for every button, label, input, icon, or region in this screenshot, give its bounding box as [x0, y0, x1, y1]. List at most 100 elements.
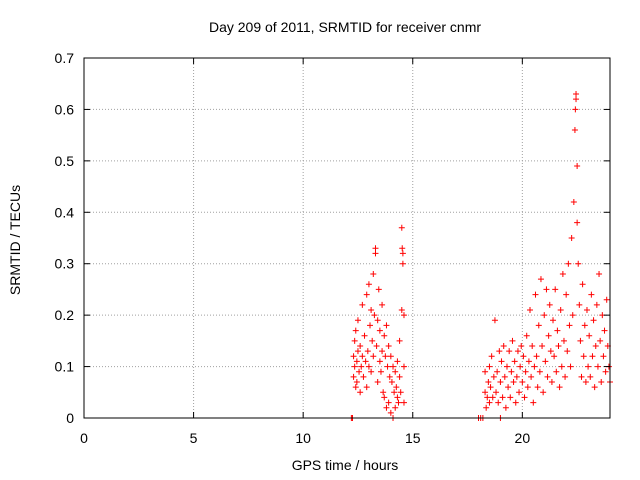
- data-point-marker: [374, 379, 381, 385]
- x-tick-label: 0: [80, 430, 88, 446]
- data-point-marker: [382, 353, 389, 360]
- data-point-marker: [503, 363, 510, 370]
- data-point-marker: [582, 379, 589, 385]
- data-point-marker: [400, 363, 407, 370]
- data-point-marker: [570, 199, 577, 205]
- x-tick-label: 5: [190, 430, 198, 446]
- tick-labels: 0 5 10 15 20 0 0.1 0.2 0.3 0.4 0.5 0.6 0.7: [55, 50, 531, 446]
- data-point-marker: [523, 332, 530, 339]
- y-tick-label: 0.3: [55, 256, 75, 272]
- data-point-marker: [603, 296, 610, 303]
- data-point-marker: [532, 291, 539, 298]
- data-point-marker: [521, 394, 528, 401]
- x-tick-label: 15: [405, 430, 421, 446]
- data-point-marker: [587, 373, 594, 380]
- data-point-marker: [390, 363, 397, 370]
- data-point-marker: [497, 379, 504, 385]
- data-point-marker: [486, 363, 493, 370]
- data-point-marker: [586, 332, 593, 339]
- data-point-marker: [352, 327, 359, 334]
- data-point-marker: [588, 291, 595, 298]
- data-point-marker: [565, 260, 572, 267]
- data-point-marker: [547, 348, 554, 355]
- data-point-marker: [484, 394, 491, 401]
- data-point-marker: [358, 363, 365, 370]
- data-point-marker: [550, 317, 557, 324]
- data-point-marker: [487, 384, 494, 391]
- data-point-marker: [572, 106, 579, 113]
- data-point-marker: [365, 363, 372, 370]
- data-point-marker: [575, 260, 582, 267]
- data-point-marker: [372, 250, 379, 257]
- data-point-marker: [379, 301, 386, 308]
- data-point-marker: [380, 389, 387, 396]
- data-point-marker: [543, 286, 550, 293]
- data-point-marker: [592, 343, 599, 349]
- data-point-marker: [502, 404, 509, 411]
- data-point-marker: [488, 353, 495, 360]
- data-point-marker: [562, 373, 569, 380]
- y-tick-label: 0.1: [55, 359, 75, 375]
- data-point-marker: [540, 389, 547, 396]
- data-point-marker: [483, 404, 490, 411]
- data-point-marker: [508, 368, 515, 375]
- data-point-marker: [546, 301, 553, 308]
- data-point-marker: [351, 337, 358, 344]
- data-point-marker: [400, 399, 407, 406]
- data-point-marker: [534, 384, 541, 391]
- data-point-marker: [379, 348, 386, 355]
- data-point-marker: [354, 348, 361, 355]
- data-point-marker: [563, 291, 570, 298]
- data-point-marker: [387, 353, 394, 360]
- data-point-marker: [506, 348, 513, 355]
- y-tick-label: 0.7: [55, 50, 75, 66]
- data-points: [348, 91, 613, 421]
- data-point-marker: [556, 384, 563, 391]
- data-point-marker: [529, 343, 536, 349]
- data-point-marker: [559, 271, 566, 277]
- data-point-marker: [399, 260, 406, 267]
- data-point-marker: [517, 363, 524, 370]
- data-point-marker: [363, 384, 370, 391]
- data-point-marker: [558, 363, 565, 370]
- data-point-marker: [399, 250, 406, 257]
- data-point-marker: [359, 353, 366, 360]
- data-point-marker: [394, 358, 401, 365]
- data-point-marker: [548, 379, 555, 385]
- data-point-marker: [514, 348, 521, 355]
- data-point-marker: [489, 394, 496, 401]
- y-axis-label: SRMTID / TECUs: [7, 185, 23, 295]
- x-tick-label: 10: [295, 430, 311, 446]
- data-point-marker: [400, 312, 407, 319]
- data-point-marker: [365, 281, 372, 288]
- x-tick-label: 20: [515, 430, 531, 446]
- data-point-marker: [397, 389, 404, 396]
- data-point-marker: [585, 363, 592, 370]
- y-tick-label: 0.5: [55, 153, 75, 169]
- data-point-marker: [368, 307, 375, 313]
- data-point-marker: [364, 348, 371, 355]
- data-point-marker: [373, 343, 380, 349]
- data-point-marker: [528, 373, 535, 380]
- data-point-marker: [393, 384, 400, 391]
- data-point-marker: [501, 373, 508, 380]
- data-point-marker: [553, 368, 560, 375]
- data-point-marker: [590, 317, 597, 324]
- data-point-marker: [602, 368, 609, 375]
- data-point-marker: [571, 127, 578, 133]
- data-point-marker: [370, 271, 377, 277]
- data-point-marker: [596, 271, 603, 277]
- data-point-marker: [383, 404, 390, 411]
- axis-ticks: [83, 57, 610, 419]
- data-point-marker: [510, 379, 517, 385]
- data-point-marker: [507, 394, 514, 401]
- data-point-marker: [601, 327, 608, 334]
- data-point-marker: [513, 373, 520, 380]
- data-point-marker: [371, 312, 378, 319]
- data-point-marker: [573, 96, 580, 103]
- data-point-marker: [554, 327, 561, 334]
- data-point-marker: [357, 389, 364, 396]
- data-point-marker: [544, 373, 551, 380]
- data-point-marker: [369, 337, 376, 344]
